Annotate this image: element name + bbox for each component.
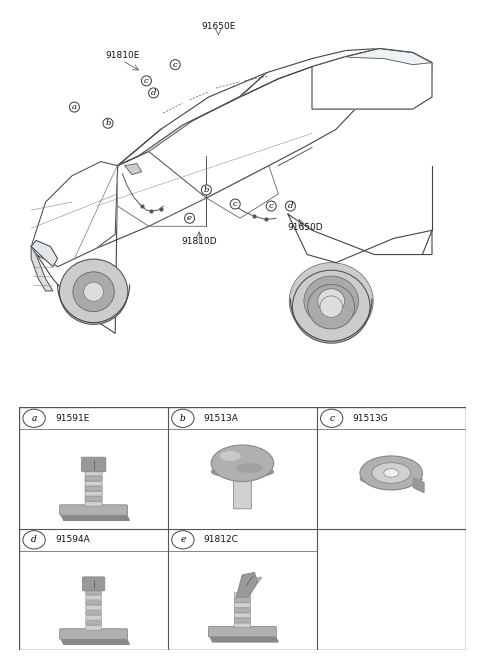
- Text: d: d: [31, 535, 37, 544]
- Polygon shape: [238, 578, 262, 597]
- Text: e: e: [187, 214, 192, 222]
- FancyBboxPatch shape: [86, 610, 101, 615]
- Polygon shape: [312, 49, 432, 109]
- Polygon shape: [61, 639, 129, 645]
- Ellipse shape: [220, 451, 241, 461]
- Text: d: d: [151, 89, 156, 97]
- Text: c: c: [269, 202, 274, 210]
- Text: 91650D: 91650D: [287, 223, 323, 231]
- Polygon shape: [61, 514, 129, 520]
- Text: 91591E: 91591E: [55, 414, 89, 422]
- FancyBboxPatch shape: [86, 600, 101, 605]
- Ellipse shape: [84, 282, 104, 302]
- Ellipse shape: [384, 468, 398, 477]
- Ellipse shape: [304, 276, 359, 326]
- Text: 91812C: 91812C: [204, 535, 239, 544]
- Circle shape: [172, 409, 194, 428]
- FancyBboxPatch shape: [86, 606, 101, 610]
- FancyBboxPatch shape: [86, 595, 101, 600]
- FancyBboxPatch shape: [208, 626, 276, 637]
- Text: d: d: [288, 202, 293, 210]
- FancyBboxPatch shape: [234, 598, 251, 602]
- Polygon shape: [413, 478, 424, 493]
- Text: 91650E: 91650E: [201, 22, 236, 31]
- FancyBboxPatch shape: [233, 471, 252, 509]
- Polygon shape: [346, 49, 432, 64]
- Ellipse shape: [211, 445, 274, 482]
- FancyBboxPatch shape: [86, 591, 101, 595]
- FancyBboxPatch shape: [86, 616, 101, 620]
- FancyBboxPatch shape: [234, 623, 251, 627]
- Polygon shape: [31, 162, 118, 267]
- Text: a: a: [72, 103, 77, 111]
- Ellipse shape: [211, 466, 274, 478]
- Ellipse shape: [73, 272, 114, 311]
- Polygon shape: [125, 164, 142, 175]
- Text: b: b: [105, 119, 111, 127]
- Ellipse shape: [318, 288, 345, 313]
- Text: 91513A: 91513A: [204, 414, 239, 422]
- Ellipse shape: [289, 263, 373, 340]
- FancyBboxPatch shape: [86, 621, 101, 625]
- Ellipse shape: [320, 296, 342, 317]
- Text: c: c: [144, 77, 149, 85]
- Ellipse shape: [237, 463, 263, 473]
- FancyBboxPatch shape: [82, 457, 106, 472]
- FancyBboxPatch shape: [86, 625, 101, 630]
- Polygon shape: [210, 636, 278, 642]
- FancyBboxPatch shape: [85, 482, 102, 486]
- Ellipse shape: [372, 463, 410, 484]
- FancyBboxPatch shape: [234, 618, 251, 623]
- Circle shape: [23, 531, 45, 549]
- FancyBboxPatch shape: [85, 491, 102, 496]
- Circle shape: [23, 409, 45, 428]
- Polygon shape: [31, 57, 365, 333]
- Ellipse shape: [360, 473, 422, 485]
- Text: a: a: [31, 414, 37, 422]
- Text: c: c: [329, 414, 334, 422]
- FancyBboxPatch shape: [85, 486, 102, 491]
- Text: 91513G: 91513G: [352, 414, 388, 422]
- Polygon shape: [288, 214, 432, 263]
- Polygon shape: [118, 73, 266, 166]
- Text: 91810E: 91810E: [105, 51, 140, 60]
- FancyBboxPatch shape: [234, 613, 251, 618]
- Text: b: b: [204, 186, 209, 194]
- FancyBboxPatch shape: [85, 501, 102, 506]
- Circle shape: [321, 409, 343, 428]
- Ellipse shape: [60, 259, 128, 325]
- Text: e: e: [180, 535, 186, 544]
- FancyBboxPatch shape: [60, 629, 128, 639]
- Ellipse shape: [292, 270, 370, 343]
- Polygon shape: [31, 246, 53, 291]
- Polygon shape: [237, 573, 257, 597]
- FancyBboxPatch shape: [83, 577, 105, 591]
- Text: c: c: [173, 60, 178, 68]
- FancyBboxPatch shape: [234, 608, 251, 612]
- FancyBboxPatch shape: [234, 603, 251, 608]
- Text: c: c: [233, 200, 238, 208]
- Polygon shape: [31, 240, 58, 267]
- Text: b: b: [180, 414, 186, 422]
- Ellipse shape: [308, 284, 355, 329]
- FancyBboxPatch shape: [85, 471, 102, 476]
- FancyBboxPatch shape: [85, 476, 102, 481]
- FancyBboxPatch shape: [234, 593, 251, 597]
- Text: 91810D: 91810D: [181, 237, 217, 246]
- FancyBboxPatch shape: [85, 497, 102, 501]
- Text: 91594A: 91594A: [55, 535, 90, 544]
- Ellipse shape: [360, 456, 422, 490]
- Circle shape: [172, 531, 194, 549]
- FancyBboxPatch shape: [60, 505, 128, 515]
- Polygon shape: [118, 49, 432, 166]
